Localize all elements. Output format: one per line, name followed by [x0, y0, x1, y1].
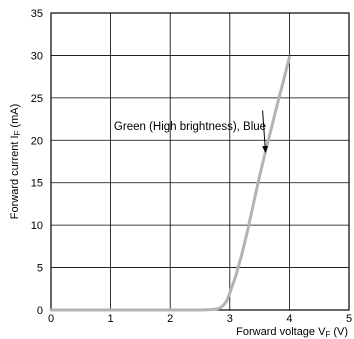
x-axis-label-text: Forward voltage V	[236, 326, 326, 338]
plot-frame	[50, 12, 350, 311]
y-axis-label: Forward current IF (mA)	[9, 104, 22, 219]
y-tick-label-10: 10	[31, 220, 43, 232]
y-axis-label-subscript: F	[13, 130, 22, 135]
grid-lines	[51, 13, 349, 310]
x-tick-label-1: 1	[108, 313, 114, 325]
y-axis-label-text: Forward current I	[9, 135, 21, 219]
y-axis-label-unit: (mA)	[9, 104, 21, 128]
x-axis-label: Forward voltage VF (V)	[236, 326, 348, 339]
y-tick-label-20: 20	[31, 135, 43, 147]
x-tick-label-3: 3	[227, 313, 233, 325]
series-line-green-blue	[49, 55, 291, 312]
x-tick-label-4: 4	[286, 313, 292, 325]
y-tick-label-0: 0	[37, 305, 43, 317]
y-tick-label-30: 30	[31, 50, 43, 62]
y-tick-label-5: 5	[37, 263, 43, 275]
y-tick-label-15: 15	[31, 178, 43, 190]
series-annotation-label: Green (High brightness), Blue	[114, 121, 266, 133]
y-tick-labels: 0 5 10 15 20 25 30 35	[31, 8, 43, 317]
x-axis-label-unit: (V)	[333, 326, 348, 338]
x-tick-label-2: 2	[167, 313, 173, 325]
x-axis-label-subscript: F	[325, 330, 330, 339]
y-tick-label-35: 35	[31, 8, 43, 20]
x-tick-label-5: 5	[346, 313, 352, 325]
x-tick-labels: 0 1 2 3 4 5	[48, 313, 352, 325]
annotation-arrow-head	[262, 145, 269, 154]
x-tick-label-0: 0	[48, 313, 54, 325]
annotation-arrow	[262, 110, 266, 147]
y-tick-label-25: 25	[31, 93, 43, 105]
